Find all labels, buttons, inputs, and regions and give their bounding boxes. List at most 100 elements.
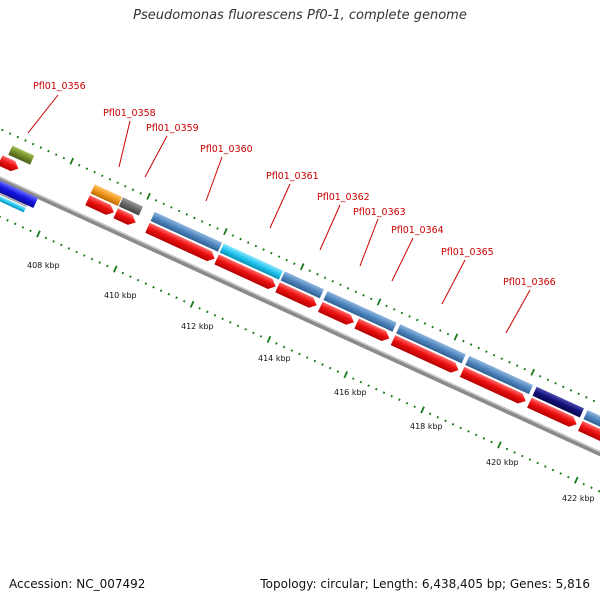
tick-minor — [313, 359, 317, 363]
tick-minor — [29, 229, 32, 233]
tick-marks — [0, 128, 600, 493]
tick-minor — [328, 366, 332, 370]
tick-major — [266, 335, 272, 344]
gene-label-Pfl01_0358[interactable]: Pfl01_0358 — [103, 108, 156, 119]
tick-minor — [1, 128, 4, 132]
tick-minor — [323, 276, 327, 280]
gene-label-Pfl01_0359[interactable]: Pfl01_0359 — [146, 123, 199, 134]
tick-minor — [67, 247, 71, 250]
tick-minor — [523, 367, 527, 371]
tick-minor — [262, 248, 265, 251]
tick-minor — [129, 275, 132, 278]
tick-minor — [439, 329, 442, 332]
tick-major — [573, 476, 579, 484]
cds-feature-Pfl01_0358 — [85, 195, 114, 215]
tick-minor — [385, 304, 388, 308]
gene-feature-Pfl01_0361 — [219, 243, 283, 280]
tick-minor — [582, 482, 585, 486]
cds-feature-Pfl01_0363a — [317, 301, 354, 325]
tick-major — [69, 157, 75, 165]
tick-minor — [77, 163, 81, 167]
gene-feature-Pfl01_0358 — [90, 184, 123, 206]
tick-minor — [98, 261, 101, 264]
tick-minor — [44, 236, 48, 240]
tick-minor — [369, 297, 373, 301]
tick-minor — [569, 389, 573, 392]
tick-minor — [182, 299, 186, 303]
tick-minor — [254, 244, 258, 248]
tick-minor — [124, 184, 127, 188]
tick-minor — [247, 241, 250, 244]
tick-minor — [85, 167, 89, 170]
leader-line-Pfl01_0360 — [205, 156, 223, 202]
tick-minor — [152, 285, 155, 289]
tick-minor — [474, 433, 478, 437]
tick-minor — [83, 254, 86, 257]
genome-summary-text: Topology: circular; Length: 6,438,405 bp… — [260, 577, 590, 591]
tick-minor — [444, 419, 447, 423]
leader-line-Pfl01_0359 — [144, 135, 168, 178]
genome-backbone — [0, 161, 600, 466]
gene-label-Pfl01_0365[interactable]: Pfl01_0365 — [441, 247, 494, 258]
tick-minor — [352, 377, 355, 380]
tick-minor — [221, 317, 224, 321]
tick-minor — [467, 430, 470, 433]
tick-minor — [367, 384, 370, 387]
gene-label-Pfl01_0366[interactable]: Pfl01_0366 — [503, 277, 556, 288]
tick-minor — [462, 339, 465, 343]
tick-minor — [554, 381, 557, 385]
tick-major — [453, 333, 459, 341]
tick-minor — [536, 461, 539, 465]
tick-minor — [52, 240, 55, 243]
cds-feature-Pfl01_0366 — [527, 397, 577, 427]
tick-minor — [308, 269, 311, 272]
tick-major — [343, 371, 349, 379]
tick-minor — [62, 156, 66, 160]
tick-minor — [170, 206, 173, 209]
tick-minor — [490, 440, 493, 444]
gene-label-Pfl01_0364[interactable]: Pfl01_0364 — [391, 225, 444, 236]
tick-minor — [108, 177, 112, 181]
tick-minor — [559, 472, 562, 475]
tick-minor — [277, 255, 281, 258]
tick-minor — [213, 314, 217, 317]
tick-minor — [359, 380, 363, 384]
tick-minor — [567, 475, 570, 479]
genome-backbone-highlight — [0, 161, 600, 463]
tick-major — [420, 406, 425, 414]
tick-minor — [16, 135, 19, 139]
tick-minor — [321, 363, 324, 366]
tick-minor — [293, 262, 296, 265]
gene-label-Pfl01_0362[interactable]: Pfl01_0362 — [317, 192, 370, 203]
tick-minor — [508, 360, 511, 364]
cds-feature-reverse — [0, 175, 38, 208]
tick-minor — [6, 219, 9, 222]
tick-minor — [31, 142, 35, 146]
map-title: Pseudomonas fluorescens Pf0-1, complete … — [133, 8, 467, 23]
tick-minor — [416, 318, 419, 322]
tick-minor — [477, 346, 480, 350]
tick-minor — [521, 454, 524, 458]
gene-label-Pfl01_0361[interactable]: Pfl01_0361 — [266, 171, 319, 182]
tick-minor — [47, 149, 50, 153]
tick-minor — [590, 486, 593, 489]
tick-major — [223, 227, 228, 236]
tick-minor — [585, 396, 588, 399]
gene-label-Pfl01_0356[interactable]: Pfl01_0356 — [33, 81, 86, 92]
tick-minor — [21, 226, 25, 229]
tick-minor — [515, 364, 519, 367]
leader-line-Pfl01_0365 — [441, 259, 466, 305]
tick-label-408: 408 kbp — [27, 261, 60, 270]
gene-feature-Pfl01_0359 — [118, 197, 143, 216]
gene-label-Pfl01_0360[interactable]: Pfl01_0360 — [200, 144, 253, 155]
tick-minor — [244, 328, 247, 331]
tick-minor — [551, 468, 555, 472]
gene-feature-Pfl01_0360 — [150, 211, 223, 252]
tick-minor — [339, 283, 342, 287]
tick-minor — [546, 378, 550, 382]
genome-track — [0, 128, 600, 493]
gene-label-Pfl01_0363[interactable]: Pfl01_0363 — [353, 207, 406, 218]
tick-minor — [259, 335, 263, 338]
tick-minor — [175, 296, 178, 299]
